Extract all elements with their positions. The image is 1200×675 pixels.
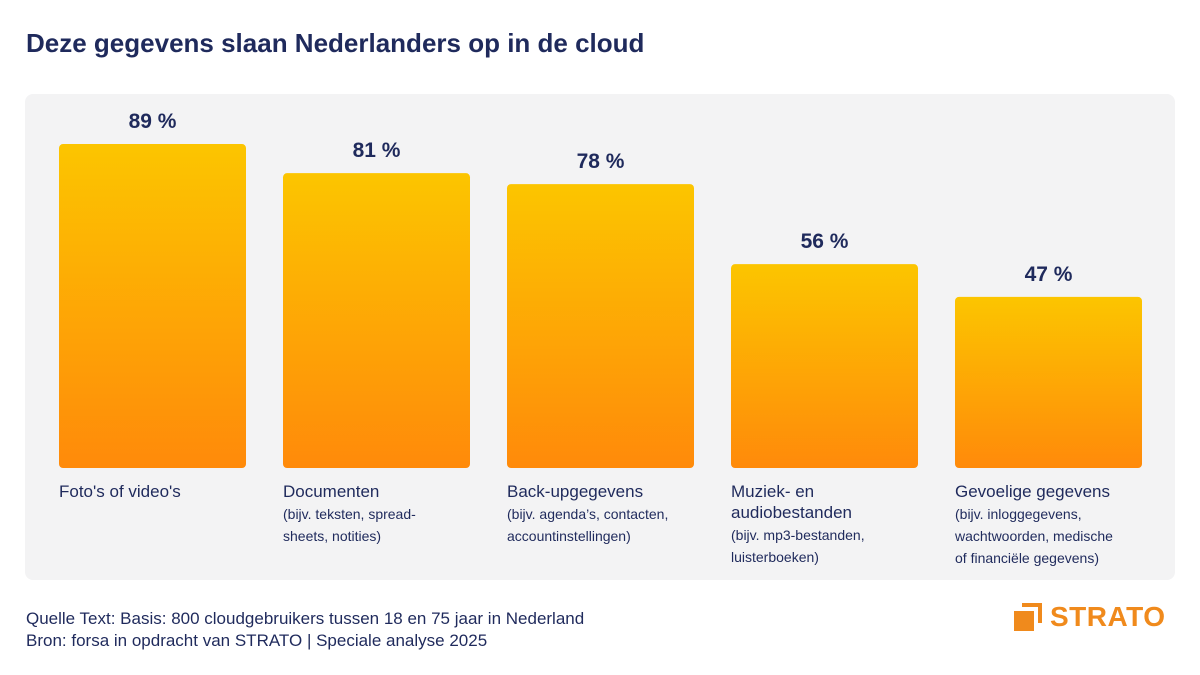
category-name: Documenten xyxy=(283,482,380,501)
category-subtext: (bijv. mp3-bestanden, luisterboeken) xyxy=(731,527,865,565)
logo-text: STRATO xyxy=(1050,601,1166,632)
category-label-2: Documenten (bijv. teksten, spread- sheets… xyxy=(283,481,483,547)
source-note: Quelle Text: Basis: 800 cloudgebruikers … xyxy=(26,608,584,652)
category-name: Muziek- en audiobestanden xyxy=(731,482,853,522)
category-name: Gevoelige gegevens xyxy=(955,482,1111,501)
category-subtext: (bijv. teksten, spread- sheets, notities… xyxy=(283,506,416,544)
strato-logo: STRATO xyxy=(1014,601,1166,633)
value-label-1: 89 % xyxy=(129,110,177,133)
bar-4 xyxy=(731,264,918,468)
category-label-3: Back-upgegevens (bijv. agenda’s, contacte… xyxy=(507,481,707,547)
category-label-5: Gevoelige gegevens (bijv. inloggegevens, … xyxy=(955,481,1155,569)
value-label-5: 47 % xyxy=(1025,263,1073,286)
category-subtext: (bijv. inloggegevens, wachtwoorden, medi… xyxy=(955,506,1113,566)
strato-logo-icon xyxy=(1014,603,1042,631)
category-name: Back-upgegevens xyxy=(507,482,644,501)
category-label-1: Foto's of video's xyxy=(59,481,259,502)
category-subtext: (bijv. agenda’s, contacten, accountinste… xyxy=(507,506,669,544)
category-label-4: Muziek- en audiobestanden (bijv. mp3-best… xyxy=(731,481,931,568)
value-label-2: 81 % xyxy=(353,139,401,162)
value-label-4: 56 % xyxy=(801,230,849,253)
chart-panel: 89 % 81 % 78 % 56 % 47 % Foto's of video's Do… xyxy=(25,94,1175,580)
bar-3 xyxy=(507,184,694,468)
source-line-2: Bron: forsa in opdracht van STRATO | Spe… xyxy=(26,631,488,650)
chart-title: Deze gegevens slaan Nederlanders op in d… xyxy=(26,28,645,58)
bar-5 xyxy=(955,296,1142,468)
source-line-1: Quelle Text: Basis: 800 cloudgebruikers … xyxy=(26,609,585,628)
bar-1 xyxy=(59,144,246,468)
value-label-3: 78 % xyxy=(577,150,625,173)
bar-chart: 89 % 81 % 78 % 56 % 47 % xyxy=(59,110,1142,468)
bar-2 xyxy=(283,173,470,468)
category-name: Foto's of video's xyxy=(59,482,181,501)
